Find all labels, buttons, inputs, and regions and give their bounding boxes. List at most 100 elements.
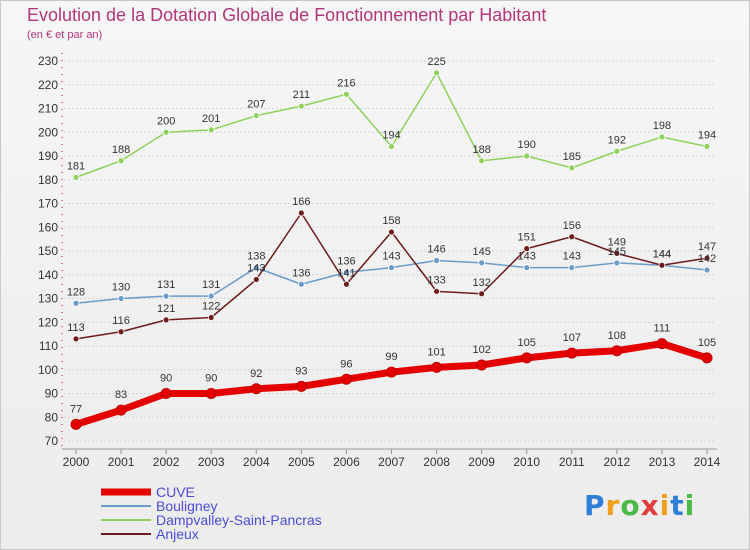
data-label-bouligney: 143 (382, 251, 400, 263)
data-label-anjeux: 116 (112, 315, 130, 327)
point-dampvalley-saint-pancras (658, 133, 666, 141)
data-label-cuve: 90 (205, 373, 217, 385)
point-bouligney (703, 266, 711, 274)
data-label-dampvalley-saint-pancras: 188 (472, 144, 490, 156)
y-tick-label: 170 (38, 197, 58, 211)
data-label-dampvalley-saint-pancras: 200 (157, 115, 175, 127)
data-label-cuve: 105 (698, 337, 716, 349)
point-dampvalley-saint-pancras (117, 157, 125, 165)
point-dampvalley-saint-pancras (297, 102, 305, 110)
point-anjeux (207, 314, 215, 321)
logo-letter: r (605, 489, 621, 522)
data-label-anjeux: 156 (563, 220, 581, 232)
y-tick-label: 220 (38, 78, 58, 92)
data-label-bouligney: 143 (563, 251, 581, 263)
data-label-anjeux: 141 (337, 267, 355, 279)
legend-swatch-anjeux (101, 533, 151, 535)
data-label-bouligney: 131 (157, 279, 175, 291)
point-bouligney (523, 264, 531, 272)
data-label-dampvalley-saint-pancras: 225 (427, 56, 445, 68)
point-bouligney (568, 264, 576, 272)
data-label-dampvalley-saint-pancras: 211 (293, 89, 311, 101)
grid-lines (64, 60, 715, 442)
y-tick-label: 210 (38, 102, 58, 116)
data-label-bouligney: 128 (67, 286, 85, 298)
data-label-anjeux: 113 (67, 322, 85, 334)
point-cuve (386, 366, 397, 378)
data-label-cuve: 107 (563, 332, 581, 344)
data-label-dampvalley-saint-pancras: 188 (112, 144, 130, 156)
legend-label-bouligney: Bouligney (156, 498, 218, 514)
x-tick-label: 2011 (559, 455, 585, 469)
data-label-dampvalley-saint-pancras: 216 (337, 77, 355, 89)
point-cuve (115, 404, 127, 416)
data-label-bouligney: 143 (518, 251, 536, 263)
point-anjeux (523, 245, 531, 253)
data-label-bouligney: 145 (472, 246, 490, 258)
data-label-anjeux: 122 (202, 301, 220, 313)
logo-letter: x (640, 489, 660, 522)
y-tick-label: 120 (38, 315, 58, 329)
point-anjeux (388, 228, 395, 236)
data-label-cuve: 96 (340, 358, 352, 370)
point-cuve (340, 373, 352, 385)
point-cuve (70, 418, 82, 430)
x-tick-label: 2014 (694, 455, 721, 469)
legend-swatch-bouligney (101, 505, 151, 507)
point-anjeux (703, 254, 711, 262)
y-tick-label: 70 (45, 434, 59, 448)
point-dampvalley-saint-pancras (613, 147, 621, 155)
y-tick-label: 190 (38, 149, 58, 163)
x-tick-label: 2012 (604, 455, 631, 469)
data-label-cuve: 102 (472, 344, 490, 356)
x-tick-label: 2005 (288, 455, 315, 469)
point-cuve (656, 338, 668, 350)
data-label-anjeux: 149 (608, 236, 626, 248)
x-tick-label: 2000 (63, 455, 90, 469)
y-tick-label: 230 (38, 54, 58, 68)
point-bouligney (162, 292, 170, 300)
data-label-bouligney: 131 (202, 279, 220, 291)
data-label-cuve: 77 (70, 403, 82, 415)
point-dampvalley-saint-pancras (252, 112, 260, 120)
point-anjeux (433, 287, 440, 295)
data-label-bouligney: 138 (247, 251, 265, 263)
data-label-bouligney: 142 (698, 253, 716, 265)
point-bouligney (252, 264, 260, 272)
point-anjeux (162, 316, 170, 324)
data-label-cuve: 105 (518, 337, 536, 349)
y-tick-label: 130 (38, 292, 58, 306)
data-label-dampvalley-saint-pancras: 181 (67, 160, 85, 172)
data-label-cuve: 111 (654, 323, 671, 335)
data-label-cuve: 93 (295, 365, 307, 377)
point-bouligney (388, 264, 395, 272)
data-label-anjeux: 133 (427, 274, 445, 286)
legend-swatch-dampvalley (101, 519, 151, 521)
data-label-bouligney: 145 (608, 246, 626, 258)
x-tick-label: 2007 (378, 455, 405, 469)
data-label-cuve: 108 (608, 330, 626, 342)
y-tick-label: 110 (39, 339, 58, 353)
point-dampvalley-saint-pancras (568, 164, 576, 172)
data-label-dampvalley-saint-pancras: 185 (563, 151, 581, 163)
data-label-anjeux: 132 (472, 277, 490, 289)
data-label-dampvalley-saint-pancras: 190 (518, 139, 536, 151)
point-dampvalley-saint-pancras (703, 143, 711, 150)
x-tick-label: 2013 (649, 455, 676, 469)
logo-letter: t (670, 489, 685, 522)
point-anjeux (613, 249, 621, 257)
y-tick-label: 90 (45, 387, 59, 401)
y-tick-label: 150 (38, 244, 58, 258)
point-anjeux (658, 261, 666, 269)
point-dampvalley-saint-pancras (72, 173, 80, 181)
data-label-dampvalley-saint-pancras: 194 (382, 130, 400, 142)
point-cuve (295, 380, 307, 392)
logo-letter: P (584, 489, 606, 522)
y-tick-label: 200 (38, 125, 58, 139)
y-tick-label: 100 (38, 363, 58, 377)
data-label-cuve: 101 (427, 346, 445, 358)
chart-title: Evolution de la Dotation Globale de Fonc… (27, 5, 547, 25)
point-bouligney (117, 295, 125, 302)
point-bouligney (343, 268, 350, 276)
y-tick-label: 80 (45, 410, 59, 424)
